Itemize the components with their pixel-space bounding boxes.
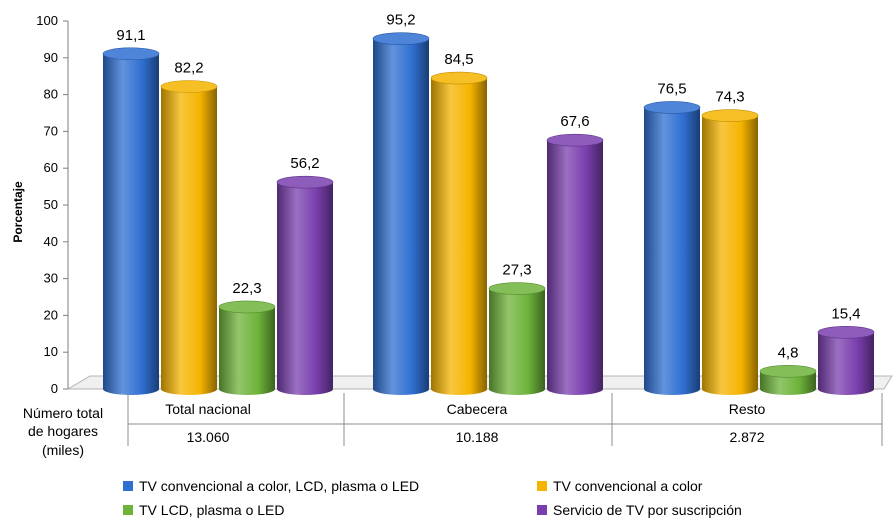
bar bbox=[160, 80, 218, 395]
data-label: 82,2 bbox=[174, 60, 203, 77]
bar-top bbox=[160, 80, 218, 93]
bar-body bbox=[547, 140, 603, 395]
bar bbox=[643, 101, 701, 395]
bar-body bbox=[277, 182, 333, 395]
bar bbox=[488, 282, 546, 395]
bar-body bbox=[489, 288, 545, 395]
bar-body bbox=[644, 107, 700, 395]
households-total: 13.060 bbox=[187, 429, 230, 445]
bar-body bbox=[760, 371, 816, 395]
data-label: 15,4 bbox=[831, 305, 860, 322]
y-tick-label: 10 bbox=[44, 344, 58, 359]
bar-top bbox=[276, 175, 334, 189]
data-label: 74,3 bbox=[715, 89, 744, 106]
bar-top bbox=[372, 32, 430, 45]
y-tick-label: 20 bbox=[44, 307, 58, 322]
data-label: 95,2 bbox=[386, 12, 415, 29]
y-tick-label: 40 bbox=[44, 234, 58, 249]
legend-swatch-series-2 bbox=[537, 481, 547, 491]
legend-swatch-series-1 bbox=[123, 481, 133, 491]
bar-top bbox=[430, 71, 488, 85]
bar-top bbox=[701, 109, 759, 122]
legend-label-series-1: TV convencional a color, LCD, plasma o L… bbox=[139, 478, 419, 494]
bar bbox=[372, 32, 430, 395]
bar bbox=[701, 109, 759, 396]
bar-top bbox=[643, 101, 701, 114]
legend-label-series-2: TV convencional a color bbox=[553, 478, 703, 494]
category-label-resto: Resto bbox=[729, 401, 766, 417]
bar-body bbox=[431, 78, 487, 395]
bar-top bbox=[218, 300, 276, 314]
legend-swatch-series-4 bbox=[537, 505, 547, 515]
y-axis-label: Porcentaje bbox=[11, 181, 25, 243]
value-labels: 91,1 82,2 22,3 56,2 95,2 84,5 27,3 67,6 76,5 74,3… bbox=[116, 12, 860, 362]
data-label: 76,5 bbox=[657, 80, 686, 97]
data-label: 67,6 bbox=[560, 113, 589, 130]
bars-group bbox=[102, 32, 875, 396]
bar-body bbox=[219, 306, 275, 395]
bar-top bbox=[546, 133, 604, 147]
table-row-header-line: (miles) bbox=[42, 442, 84, 458]
data-label: 22,3 bbox=[232, 280, 261, 297]
bar bbox=[759, 365, 817, 395]
data-label: 56,2 bbox=[290, 155, 319, 172]
bar bbox=[430, 71, 488, 395]
bar bbox=[546, 133, 604, 395]
bar-top bbox=[488, 282, 546, 295]
data-label: 91,1 bbox=[116, 27, 145, 44]
data-label: 84,5 bbox=[444, 51, 473, 68]
households-resto: 2.872 bbox=[729, 429, 764, 445]
table-row-header-line: Número total bbox=[23, 405, 103, 421]
bar-top bbox=[817, 326, 875, 339]
y-tick-label: 70 bbox=[44, 123, 58, 138]
legend: TV convencional a color, LCD, plasma o L… bbox=[123, 478, 742, 518]
y-tick-label: 60 bbox=[44, 160, 58, 175]
y-tick-label: 80 bbox=[44, 87, 58, 102]
data-label: 27,3 bbox=[502, 262, 531, 279]
bar-body bbox=[373, 38, 429, 395]
bar bbox=[218, 300, 276, 395]
data-label: 4,8 bbox=[778, 344, 799, 361]
legend-swatch-series-3 bbox=[123, 505, 133, 515]
bar bbox=[276, 175, 334, 395]
table-row-header-line: de hogares bbox=[28, 423, 98, 439]
y-tick-label: 50 bbox=[44, 197, 58, 212]
y-tick-label: 100 bbox=[36, 13, 58, 28]
bar bbox=[817, 326, 875, 395]
households-cabecera: 10.188 bbox=[456, 429, 499, 445]
legend-label-series-3: TV LCD, plasma o LED bbox=[139, 502, 285, 518]
legend-label-series-4: Servicio de TV por suscripción bbox=[553, 502, 742, 518]
category-label-cabecera: Cabecera bbox=[447, 401, 508, 417]
category-label-total: Total nacional bbox=[165, 401, 251, 417]
y-tick-label: 0 bbox=[51, 381, 58, 396]
bar-top bbox=[759, 365, 817, 378]
bar bbox=[102, 47, 160, 395]
bar-top bbox=[102, 47, 160, 61]
bar-body bbox=[818, 332, 874, 395]
y-tick-labels: 0 10 20 30 40 50 60 70 80 90 100 bbox=[36, 13, 68, 396]
y-tick-label: 30 bbox=[44, 271, 58, 286]
category-table: Número total de hogares (miles) Total na… bbox=[23, 393, 883, 458]
bar-body bbox=[103, 53, 159, 395]
y-tick-label: 90 bbox=[44, 50, 58, 65]
bar-body bbox=[702, 115, 758, 396]
bar-body bbox=[161, 86, 217, 395]
